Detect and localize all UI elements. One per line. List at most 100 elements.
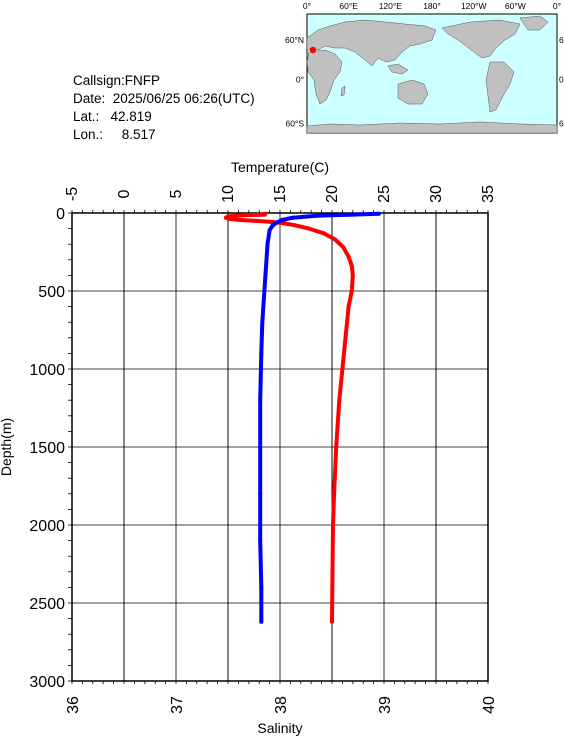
longitude-text: Lon.: 8.517	[73, 127, 156, 142]
salinity-point	[265, 242, 270, 247]
temperature-tick-label: 10	[220, 185, 237, 203]
temperature-point	[223, 215, 228, 220]
temperature-point	[331, 523, 335, 527]
salinity-point	[258, 491, 263, 496]
cast-info: Callsign:FNFP Date: 2025/06/25 06:26(UTC…	[73, 72, 255, 144]
temperature-point	[241, 213, 246, 218]
map-lat-label-right: 60°N	[559, 35, 564, 45]
plot-frame	[71, 212, 489, 682]
salinity-point	[314, 213, 319, 218]
temperature-point	[349, 289, 354, 293]
temperature-point	[292, 223, 297, 228]
depth-tick-label: 3000	[29, 674, 65, 691]
date-text: Date: 2025/06/25 06:26(UTC)	[73, 91, 255, 106]
map-axis-labels: 0° 60°E 120°E 180° 120°W 60°W 0° 60°N 60°N 0° 0° 60…	[285, 1, 564, 128]
salinity-tick-label: 38	[273, 696, 290, 714]
salinity-point	[259, 619, 264, 624]
temperature-point	[252, 218, 256, 223]
temperature-point	[228, 216, 233, 221]
salinity-point	[274, 220, 279, 225]
map-lat-label-right: 60°S	[559, 118, 564, 128]
salinity-tick-label: 39	[377, 696, 394, 714]
map-lon-label: 180°	[423, 1, 441, 11]
temperature-point	[307, 226, 312, 231]
salinity-tick-labels: 36 37 38 39 40	[65, 696, 498, 714]
salinity-point	[258, 445, 263, 449]
salinity-point	[258, 538, 263, 543]
map-lat-label-right: 0°	[559, 74, 564, 84]
map-lat-label-left: 0°	[296, 74, 304, 84]
temperature-tick-label: 20	[324, 185, 341, 203]
depth-tick-label: 0	[56, 206, 65, 223]
salinity-axis-label: Salinity	[257, 720, 302, 736]
salinity-point	[264, 257, 269, 262]
chart-grid	[71, 212, 489, 682]
map-lon-label: 60°E	[339, 1, 358, 11]
temperature-tick-label: 35	[480, 185, 497, 203]
map-lon-label: 0°	[303, 1, 311, 11]
temperature-point	[340, 367, 345, 371]
salinity-profile-line	[258, 211, 381, 624]
temperature-tick-label: 5	[168, 189, 185, 198]
depth-tick-label: 2500	[29, 596, 65, 613]
temperature-point	[341, 245, 346, 250]
salinity-tick-label: 37	[169, 696, 186, 714]
salinity-point	[376, 211, 381, 216]
salinity-tick-label: 40	[481, 696, 498, 714]
salinity-point	[259, 585, 264, 590]
salinity-point	[267, 228, 272, 233]
temperature-point	[332, 491, 337, 496]
callsign-text: Callsign:FNFP	[73, 73, 161, 88]
temperature-point	[262, 212, 267, 217]
temperature-point	[346, 254, 351, 259]
temperature-point	[346, 304, 351, 309]
temperature-point	[343, 335, 348, 340]
profile-series	[223, 211, 381, 624]
temperature-tick-label: 15	[272, 185, 289, 203]
temperature-tick-label: -5	[64, 187, 81, 201]
salinity-point	[260, 320, 265, 325]
location-map: 0° 60°E 120°E 180° 120°W 60°W 0° 60°N 60°N 0° 0° 60…	[285, 1, 564, 134]
temperature-axis-label: Temperature(C)	[231, 159, 329, 175]
map-lon-label: 0°	[553, 1, 561, 11]
salinity-point	[258, 398, 263, 403]
depth-tick-label: 500	[38, 284, 65, 301]
salinity-point	[262, 289, 267, 293]
map-lat-label-left: 60°N	[285, 35, 304, 45]
temperature-point	[333, 237, 338, 242]
temperature-point	[321, 231, 326, 236]
temperature-point	[330, 569, 335, 574]
temperature-tick-label: 30	[428, 185, 445, 203]
salinity-point	[263, 273, 268, 278]
temperature-point	[334, 445, 339, 449]
temperature-point	[236, 217, 241, 222]
map-land	[306, 15, 558, 134]
map-lat-label-left: 60°S	[285, 118, 304, 128]
temperature-profile-line	[223, 211, 355, 624]
temperature-tick-label: 25	[376, 185, 393, 203]
cast-position-marker	[309, 46, 317, 54]
latitude-text: Lat.: 42.819	[73, 109, 152, 124]
temperature-point	[330, 619, 334, 624]
temperature-tick-label: 0	[116, 189, 133, 198]
depth-tick-label: 1000	[29, 362, 65, 379]
map-lon-label: 60°W	[505, 1, 526, 11]
depth-tick-label: 2000	[29, 518, 65, 535]
salinity-point	[350, 212, 355, 217]
temperature-tick-labels: -5 0 5 10 15 20 25 30 35	[64, 185, 497, 203]
salinity-tick-label: 36	[65, 696, 82, 714]
salinity-point	[280, 218, 285, 222]
map-lon-label: 120°E	[379, 1, 403, 11]
temperature-point	[337, 398, 342, 403]
depth-axis-label: Depth(m)	[0, 418, 14, 476]
depth-tick-labels: 0 500 1000 1500 2000 2500 3000	[29, 206, 65, 691]
temperature-point	[349, 264, 354, 268]
map-lon-label: 120°W	[461, 1, 487, 11]
salinity-point	[259, 351, 264, 356]
depth-tick-label: 1500	[29, 440, 65, 457]
temperature-point	[350, 273, 355, 278]
salinity-point	[270, 223, 275, 228]
salinity-point	[290, 215, 295, 220]
temperature-point	[267, 219, 272, 224]
